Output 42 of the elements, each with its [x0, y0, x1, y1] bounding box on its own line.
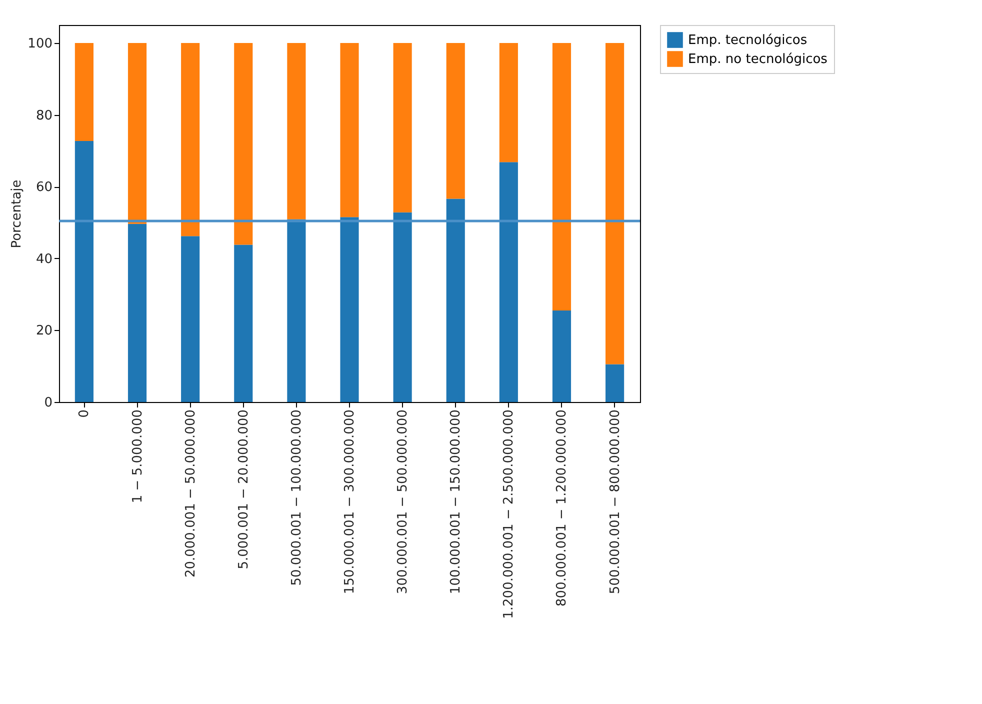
bar [606, 364, 624, 402]
bar [552, 310, 572, 402]
legend-label: Emp. no tecnológicos [688, 52, 828, 67]
y-tick-label: 60 [36, 180, 52, 196]
bar [234, 42, 253, 245]
bar [287, 42, 306, 220]
y-tick-label: 0 [44, 396, 52, 410]
bar [393, 212, 412, 402]
bar [393, 42, 412, 212]
y-tick-label: 40 [36, 252, 52, 267]
bar [74, 42, 94, 141]
bar [234, 244, 253, 402]
bar [287, 219, 306, 402]
x-tick-label: 500.000.001 − 800.000.000 [608, 410, 623, 594]
bar [181, 236, 200, 402]
x-tick-label: 300.000.001 − 500.000.000 [396, 410, 411, 594]
x-tick-label: 1.200.000.001 − 2.500.000.000 [502, 410, 517, 619]
bar [606, 42, 624, 364]
bar [499, 42, 518, 162]
bar [499, 162, 518, 402]
y-tick-label: 20 [36, 324, 52, 339]
bar [552, 42, 572, 310]
bar [340, 217, 359, 402]
x-tick-label: 800.000.001 − 1.200.000.000 [554, 410, 570, 606]
y-tick-label: 100 [28, 36, 52, 52]
x-tick-label: 50.000.001 − 100.000.000 [289, 410, 304, 586]
bar [181, 42, 200, 236]
bar [128, 224, 147, 402]
x-tick-label: 5.000.001 − 20.000.000 [236, 410, 252, 570]
y-axis-title: Porcentaje [10, 180, 25, 248]
x-tick-label: 20.000.001 − 50.000.000 [183, 410, 198, 578]
x-tick-label: 0 [77, 410, 92, 418]
legend-label: Emp. tecnológicos [688, 33, 808, 48]
bar [446, 42, 465, 199]
x-tick-label: 150.000.001 − 300.000.000 [342, 410, 358, 594]
x-tick-label: 100.000.001 − 150.000.000 [448, 410, 464, 594]
bar [446, 198, 465, 402]
x-tick-label: 1 − 5.000.000 [130, 410, 146, 504]
bar [74, 140, 94, 402]
y-tick-label: 80 [36, 108, 52, 124]
bar [128, 42, 147, 224]
bar [340, 42, 359, 218]
